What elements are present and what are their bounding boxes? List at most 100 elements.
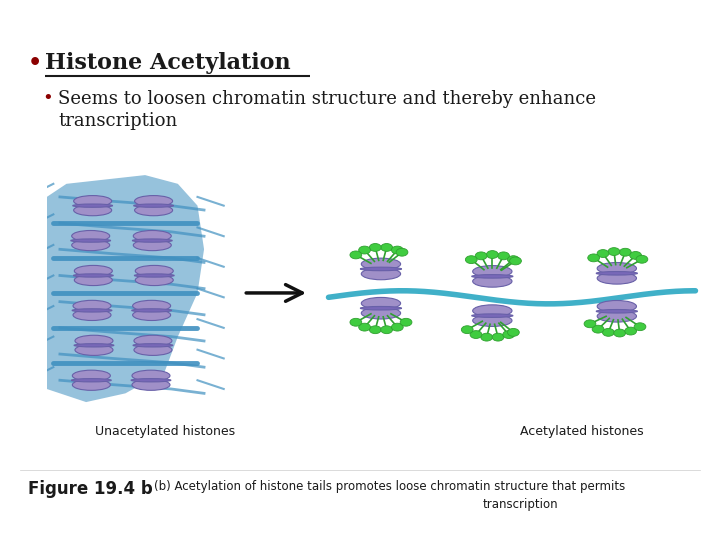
Ellipse shape: [71, 379, 112, 382]
Ellipse shape: [132, 239, 172, 242]
Circle shape: [350, 318, 361, 326]
Circle shape: [592, 325, 604, 333]
Ellipse shape: [74, 343, 114, 347]
Text: Seems to loosen chromatin structure and thereby enhance: Seems to loosen chromatin structure and …: [58, 90, 596, 108]
Circle shape: [619, 248, 631, 256]
Ellipse shape: [75, 345, 113, 355]
Ellipse shape: [132, 300, 171, 312]
Circle shape: [492, 333, 504, 341]
Ellipse shape: [597, 300, 636, 312]
Ellipse shape: [72, 370, 110, 381]
Ellipse shape: [133, 240, 171, 251]
Ellipse shape: [361, 298, 400, 309]
Text: transcription: transcription: [58, 112, 177, 130]
Text: •: •: [28, 52, 42, 74]
Ellipse shape: [361, 307, 400, 319]
Ellipse shape: [73, 309, 111, 321]
Ellipse shape: [133, 231, 171, 241]
Circle shape: [381, 244, 392, 252]
Ellipse shape: [135, 265, 174, 276]
Ellipse shape: [596, 309, 637, 313]
Ellipse shape: [72, 379, 110, 390]
Ellipse shape: [596, 272, 637, 275]
Circle shape: [475, 252, 487, 260]
Ellipse shape: [73, 195, 112, 207]
Circle shape: [588, 254, 600, 262]
Circle shape: [636, 255, 648, 263]
Ellipse shape: [134, 335, 172, 346]
Ellipse shape: [73, 300, 111, 312]
Ellipse shape: [135, 274, 174, 286]
Ellipse shape: [74, 274, 112, 286]
Ellipse shape: [472, 314, 513, 318]
Ellipse shape: [473, 315, 512, 327]
Ellipse shape: [134, 345, 172, 355]
Polygon shape: [34, 175, 204, 402]
Ellipse shape: [132, 370, 170, 381]
Text: Figure 19.4 b: Figure 19.4 b: [28, 480, 153, 498]
Ellipse shape: [133, 343, 173, 347]
Ellipse shape: [135, 205, 173, 216]
Circle shape: [503, 330, 515, 339]
Circle shape: [359, 323, 371, 331]
Circle shape: [508, 256, 519, 264]
Ellipse shape: [361, 258, 400, 270]
Ellipse shape: [75, 335, 113, 346]
Ellipse shape: [134, 204, 174, 207]
Ellipse shape: [135, 274, 174, 277]
Circle shape: [487, 251, 498, 259]
Circle shape: [613, 329, 626, 337]
Circle shape: [625, 327, 636, 335]
Ellipse shape: [597, 272, 636, 284]
Ellipse shape: [72, 309, 112, 312]
Circle shape: [608, 248, 620, 255]
Circle shape: [584, 320, 596, 328]
Circle shape: [359, 246, 371, 254]
Ellipse shape: [361, 268, 400, 280]
Text: Unacetylated histones: Unacetylated histones: [95, 425, 235, 438]
Text: (b) Acetylation of histone tails promotes loose chromatin structure that permits: (b) Acetylation of histone tails promote…: [154, 480, 626, 493]
Ellipse shape: [473, 266, 512, 278]
Text: Acetylated histones: Acetylated histones: [520, 425, 644, 438]
Circle shape: [350, 251, 361, 259]
Ellipse shape: [597, 310, 636, 322]
Ellipse shape: [360, 307, 402, 310]
Circle shape: [369, 244, 381, 252]
Circle shape: [634, 323, 646, 330]
FancyArrowPatch shape: [246, 285, 302, 301]
Ellipse shape: [473, 275, 512, 287]
Circle shape: [603, 328, 614, 336]
Ellipse shape: [72, 240, 109, 251]
Ellipse shape: [135, 195, 173, 207]
Circle shape: [400, 318, 412, 326]
Ellipse shape: [132, 379, 170, 390]
Circle shape: [498, 252, 510, 260]
Circle shape: [396, 248, 408, 256]
Text: •: •: [42, 90, 53, 108]
Ellipse shape: [73, 205, 112, 216]
Circle shape: [481, 333, 492, 341]
Circle shape: [369, 326, 381, 334]
Circle shape: [630, 252, 642, 259]
Circle shape: [392, 323, 403, 331]
Text: transcription: transcription: [482, 498, 558, 511]
Text: Histone Acetylation: Histone Acetylation: [45, 52, 291, 74]
Ellipse shape: [74, 265, 112, 276]
Ellipse shape: [73, 204, 112, 207]
Ellipse shape: [72, 231, 109, 241]
Ellipse shape: [360, 267, 402, 271]
Circle shape: [510, 257, 521, 265]
Ellipse shape: [473, 305, 512, 316]
Circle shape: [392, 246, 403, 254]
Ellipse shape: [132, 309, 171, 312]
Circle shape: [470, 330, 482, 339]
Ellipse shape: [73, 274, 113, 277]
Circle shape: [508, 328, 519, 336]
Circle shape: [381, 326, 392, 334]
Ellipse shape: [71, 239, 111, 242]
Ellipse shape: [131, 379, 171, 382]
Ellipse shape: [132, 309, 171, 321]
Circle shape: [462, 326, 473, 334]
Circle shape: [597, 249, 609, 258]
Circle shape: [465, 256, 477, 264]
